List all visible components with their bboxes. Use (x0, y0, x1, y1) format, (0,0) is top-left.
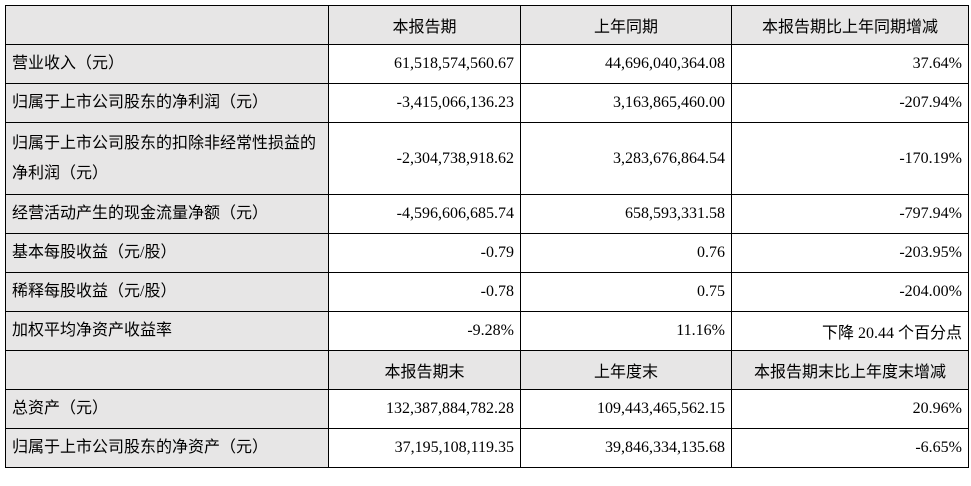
header-cell (5, 5, 329, 45)
value-cell: -204.00% (731, 272, 969, 312)
row-label: 营业收入（元） (5, 44, 329, 84)
header-cell: 上年度末 (520, 350, 732, 390)
value-cell: 658,593,331.58 (520, 194, 732, 234)
value-cell: -797.94% (731, 194, 969, 234)
table-row: 归属于上市公司股东的净资产（元） 37,195,108,119.35 39,846,… (5, 428, 969, 468)
row-label: 经营活动产生的现金流量净额（元） (5, 194, 329, 234)
value-cell: 109,443,465,562.15 (520, 389, 732, 429)
row-label: 归属于上市公司股东的净利润（元） (5, 83, 329, 123)
row-label: 归属于上市公司股东的净资产（元） (5, 428, 329, 468)
row-label: 归属于上市公司股东的扣除非经常性损益的净利润（元） (5, 122, 329, 195)
value-cell: 0.76 (520, 233, 732, 273)
row-label: 稀释每股收益（元/股） (5, 272, 329, 312)
value-cell: 39,846,334,135.68 (520, 428, 732, 468)
table-row: 加权平均净资产收益率 -9.28% 11.16% 下降 20.44 个百分点 (5, 311, 969, 351)
table-row: 总资产（元） 132,387,884,782.28 109,443,465,562.… (5, 389, 969, 429)
value-cell: 3,163,865,460.00 (520, 83, 732, 123)
header-row: 本报告期末 上年度末 本报告期末比上年度末增减 (5, 350, 969, 390)
value-cell: 20.96% (731, 389, 969, 429)
value-cell: -4,596,606,685.74 (328, 194, 521, 234)
value-cell: -0.79 (328, 233, 521, 273)
value-cell: 132,387,884,782.28 (328, 389, 521, 429)
value-cell: 3,283,676,864.54 (520, 122, 732, 195)
value-cell: -170.19% (731, 122, 969, 195)
table-row: 基本每股收益（元/股） -0.79 0.76 -203.95% (5, 233, 969, 273)
header-cell: 上年同期 (520, 5, 732, 45)
value-cell: -6.65% (731, 428, 969, 468)
value-cell: 0.75 (520, 272, 732, 312)
row-label: 总资产（元） (5, 389, 329, 429)
row-label: 加权平均净资产收益率 (5, 311, 329, 351)
header-cell: 本报告期末 (328, 350, 521, 390)
table-row: 营业收入（元） 61,518,574,560.67 44,696,040,364.0… (5, 44, 969, 84)
header-cell (5, 350, 329, 390)
value-cell: -207.94% (731, 83, 969, 123)
value-cell: 下降 20.44 个百分点 (731, 311, 969, 351)
value-cell: 11.16% (520, 311, 732, 351)
value-cell: 61,518,574,560.67 (328, 44, 521, 84)
table-row: 经营活动产生的现金流量净额（元） -4,596,606,685.74 658,593… (5, 194, 969, 234)
value-cell: -2,304,738,918.62 (328, 122, 521, 195)
value-cell: -203.95% (731, 233, 969, 273)
value-cell: -9.28% (328, 311, 521, 351)
header-cell: 本报告期末比上年度末增减 (731, 350, 969, 390)
value-cell: 44,696,040,364.08 (520, 44, 732, 84)
value-cell: 37,195,108,119.35 (328, 428, 521, 468)
value-cell: -3,415,066,136.23 (328, 83, 521, 123)
value-cell: -0.78 (328, 272, 521, 312)
header-cell: 本报告期比上年同期增减 (731, 5, 969, 45)
table-row: 稀释每股收益（元/股） -0.78 0.75 -204.00% (5, 272, 969, 312)
row-label: 基本每股收益（元/股） (5, 233, 329, 273)
table-row: 归属于上市公司股东的净利润（元） -3,415,066,136.23 3,163,8… (5, 83, 969, 123)
header-cell: 本报告期 (328, 5, 521, 45)
table-row: 归属于上市公司股东的扣除非经常性损益的净利润（元） -2,304,738,918.… (5, 122, 969, 195)
header-row: 本报告期 上年同期 本报告期比上年同期增减 (5, 5, 969, 45)
value-cell: 37.64% (731, 44, 969, 84)
data-table: 本报告期 上年同期 本报告期比上年同期增减 营业收入（元） 61,518,574,560… (5, 5, 969, 468)
